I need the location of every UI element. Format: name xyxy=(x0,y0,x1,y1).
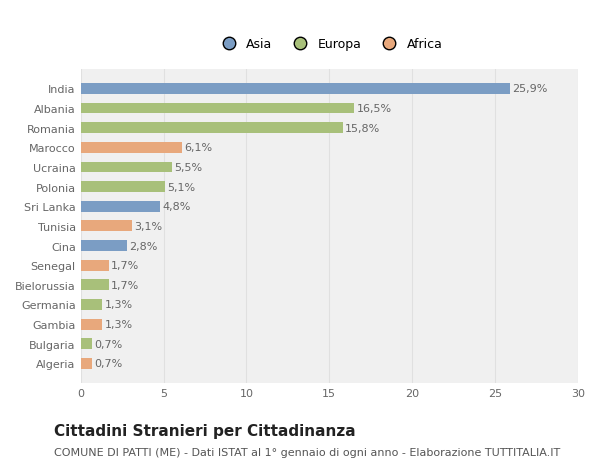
Bar xyxy=(80,358,92,369)
Bar xyxy=(80,84,510,95)
Text: 3,1%: 3,1% xyxy=(134,221,163,231)
Bar xyxy=(80,221,132,232)
Text: COMUNE DI PATTI (ME) - Dati ISTAT al 1° gennaio di ogni anno - Elaborazione TUTT: COMUNE DI PATTI (ME) - Dati ISTAT al 1° … xyxy=(54,447,560,457)
Bar xyxy=(80,103,354,114)
Bar xyxy=(80,339,92,349)
Bar xyxy=(80,260,109,271)
Bar xyxy=(80,299,102,310)
Text: 5,5%: 5,5% xyxy=(174,162,202,173)
Text: 0,7%: 0,7% xyxy=(95,339,123,349)
Text: 2,8%: 2,8% xyxy=(130,241,158,251)
Bar xyxy=(80,162,172,173)
Bar xyxy=(80,182,165,193)
Text: 16,5%: 16,5% xyxy=(356,104,392,114)
Text: 5,1%: 5,1% xyxy=(167,182,196,192)
Bar xyxy=(80,280,109,291)
Text: 4,8%: 4,8% xyxy=(163,202,191,212)
Text: 0,7%: 0,7% xyxy=(95,358,123,369)
Text: 1,7%: 1,7% xyxy=(111,261,140,271)
Text: 6,1%: 6,1% xyxy=(184,143,212,153)
Text: Cittadini Stranieri per Cittadinanza: Cittadini Stranieri per Cittadinanza xyxy=(54,423,356,438)
Bar xyxy=(80,123,343,134)
Text: 15,8%: 15,8% xyxy=(345,123,380,134)
Bar xyxy=(80,241,127,252)
Text: 1,3%: 1,3% xyxy=(104,319,133,330)
Bar xyxy=(80,202,160,212)
Legend: Asia, Europa, Africa: Asia, Europa, Africa xyxy=(217,38,442,51)
Text: 1,3%: 1,3% xyxy=(104,300,133,310)
Text: 1,7%: 1,7% xyxy=(111,280,140,290)
Bar xyxy=(80,143,182,153)
Bar xyxy=(80,319,102,330)
Text: 25,9%: 25,9% xyxy=(512,84,548,94)
